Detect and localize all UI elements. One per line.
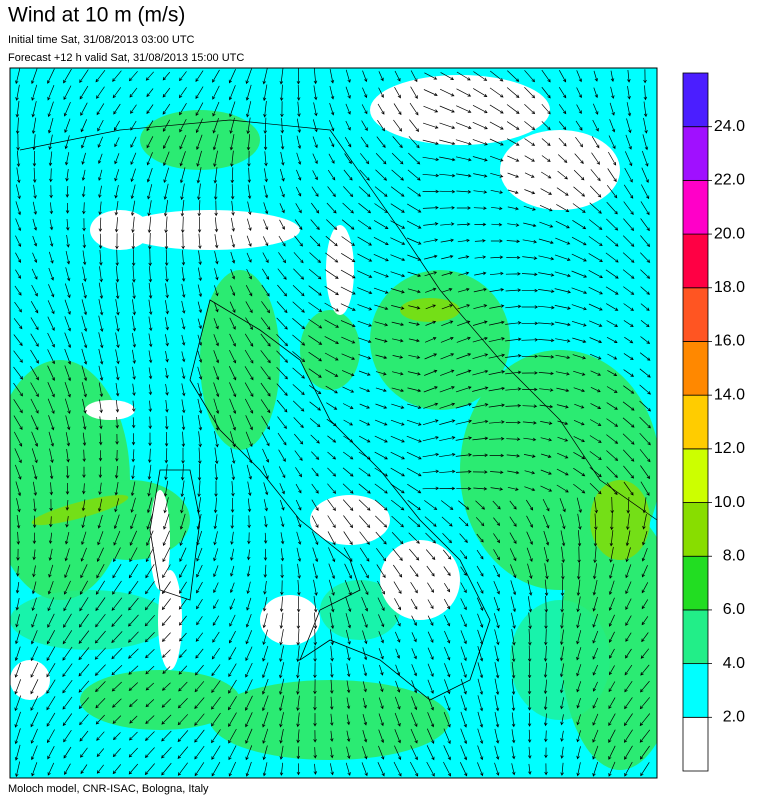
forecast-time: Forecast +12 h valid Sat, 31/08/2013 15:… [8,52,244,64]
colorbar-swatch [682,448,709,503]
colorbar-label: 6.0 [723,601,745,618]
colorbar-label: 20.0 [714,225,745,242]
map [10,68,657,778]
initial-time: Initial time Sat, 31/08/2013 03:00 UTC [8,34,195,46]
footer: Moloch model, CNR-ISAC, Bologna, Italy [8,783,209,795]
colorbar-label: 18.0 [714,279,745,296]
colorbar-swatch [682,502,709,557]
title: Wind at 10 m (m/s) [8,4,185,27]
colorbar-label: 4.0 [723,655,745,672]
colorbar-label: 14.0 [714,386,745,403]
wind-arrows [13,68,652,778]
colorbar-label: 24.0 [714,118,745,135]
colorbar-swatch [682,126,709,181]
colorbar-label: 22.0 [714,172,745,189]
colorbar-swatch [682,609,709,665]
colorbar-swatch [682,233,709,289]
coastline-sardinia [149,469,201,601]
colorbar-swatch [682,287,709,342]
wind-field-strong [31,298,650,560]
colorbar: 2.0 4.0 6.0 8.0 10.0 12.0 14.0 16.0 18.0 20.0 22.0… [682,72,745,772]
calm-areas [10,75,620,700]
wind-field-light [10,580,610,720]
colorbar-swatch [682,663,709,718]
map-frame [9,67,658,779]
colorbar-swatch [682,394,709,450]
colorbar-label: 10.0 [714,494,745,511]
colorbar-label: 2.0 [723,709,745,726]
colorbar-label: 16.0 [714,333,745,350]
wind-arrow-field [13,68,652,778]
colorbar-label: 12.0 [714,440,745,457]
colorbar-swatch [682,555,709,611]
coastline-italy [189,299,491,701]
colorbar-label: 8.0 [723,547,745,564]
colorbar-swatch [682,716,709,772]
colorbar-swatch [682,72,709,128]
colorbar-swatch [682,179,709,235]
colorbar-swatch [682,341,709,396]
